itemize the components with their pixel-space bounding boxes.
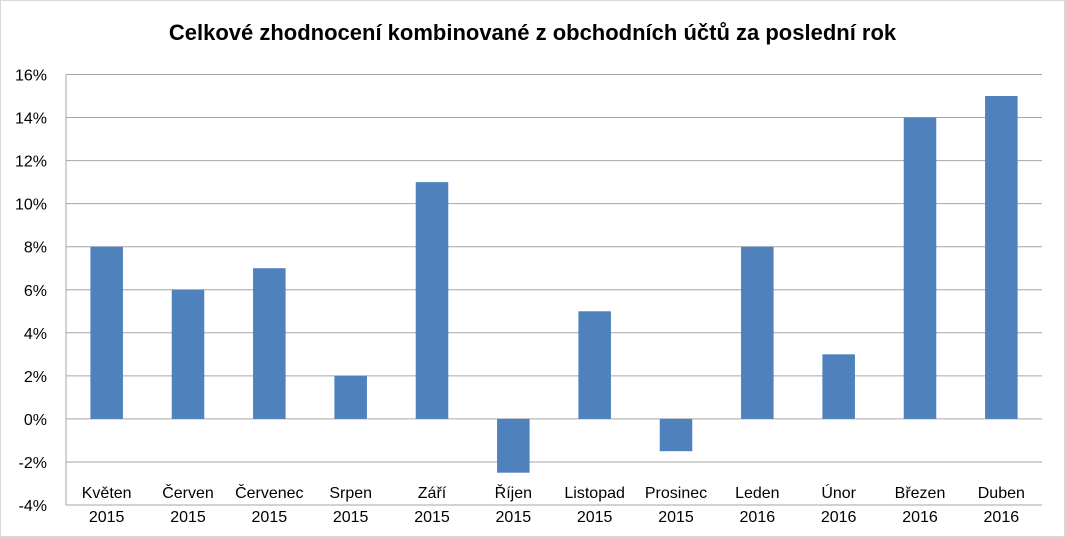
x-tick-label-year: 2015	[89, 509, 125, 526]
chart-title: Celkové zhodnocení kombinované z obchodn…	[168, 20, 897, 45]
x-tick-label-year: 2015	[333, 509, 369, 526]
x-tick-label-month: Říjen	[495, 483, 532, 502]
x-tick-label-month: Září	[418, 485, 447, 502]
bar	[415, 182, 449, 419]
bar	[171, 289, 205, 419]
y-tick-label: 16%	[15, 68, 47, 85]
x-tick-label-month: Červen	[162, 483, 214, 502]
bar	[985, 96, 1018, 419]
x-axis-tick-labels: Květen 2015 Červen 2015 Červenec 2015 Srpen 201…	[82, 483, 1025, 526]
bar	[741, 246, 774, 419]
y-tick-label: -2%	[19, 455, 47, 472]
x-tick-label-month: Březen	[895, 485, 946, 502]
y-axis-tick-labels: -4% -2% 0% 2% 4% 6% 8% 10% 12% 14% 16%	[15, 68, 47, 516]
y-tick-label: 0%	[24, 412, 47, 429]
y-tick-label: 14%	[15, 111, 47, 128]
y-tick-label: 4%	[24, 326, 47, 343]
x-tick-label-year: 2015	[252, 509, 288, 526]
x-tick-label-year: 2016	[740, 509, 776, 526]
x-tick-label-month: Listopad	[564, 485, 625, 502]
x-tick-label-month: Leden	[735, 485, 780, 502]
bars	[90, 96, 1018, 473]
x-tick-label-year: 2016	[984, 509, 1020, 526]
x-tick-label-month: Duben	[978, 485, 1025, 502]
y-tick-label: 6%	[24, 283, 47, 300]
x-tick-label-month: Červenec	[235, 483, 303, 502]
x-tick-label-month: Únor	[821, 483, 856, 502]
x-tick-label-year: 2015	[577, 509, 613, 526]
x-tick-label-year: 2015	[170, 509, 206, 526]
x-tick-label-month: Prosinec	[645, 485, 707, 502]
x-tick-label-year: 2015	[658, 509, 694, 526]
y-tick-label: 12%	[15, 154, 47, 171]
bar	[578, 311, 611, 419]
x-tick-label-year: 2015	[414, 509, 450, 526]
x-tick-label-month: Srpen	[329, 485, 372, 502]
x-tick-label-month: Květen	[82, 485, 132, 502]
x-tick-label-year: 2016	[902, 509, 938, 526]
bar	[659, 418, 693, 452]
x-tick-label-year: 2016	[821, 509, 857, 526]
y-tick-label: 8%	[24, 240, 47, 257]
bar	[334, 375, 367, 419]
bar	[822, 354, 855, 419]
bar	[497, 418, 530, 473]
gridlines	[65, 74, 1042, 506]
bar	[90, 246, 123, 419]
y-tick-label: 10%	[15, 197, 47, 214]
y-tick-label: -4%	[19, 498, 47, 515]
y-tick-label: 2%	[24, 369, 47, 386]
x-tick-label-year: 2015	[496, 509, 532, 526]
bar	[903, 117, 937, 419]
bar	[253, 268, 286, 419]
